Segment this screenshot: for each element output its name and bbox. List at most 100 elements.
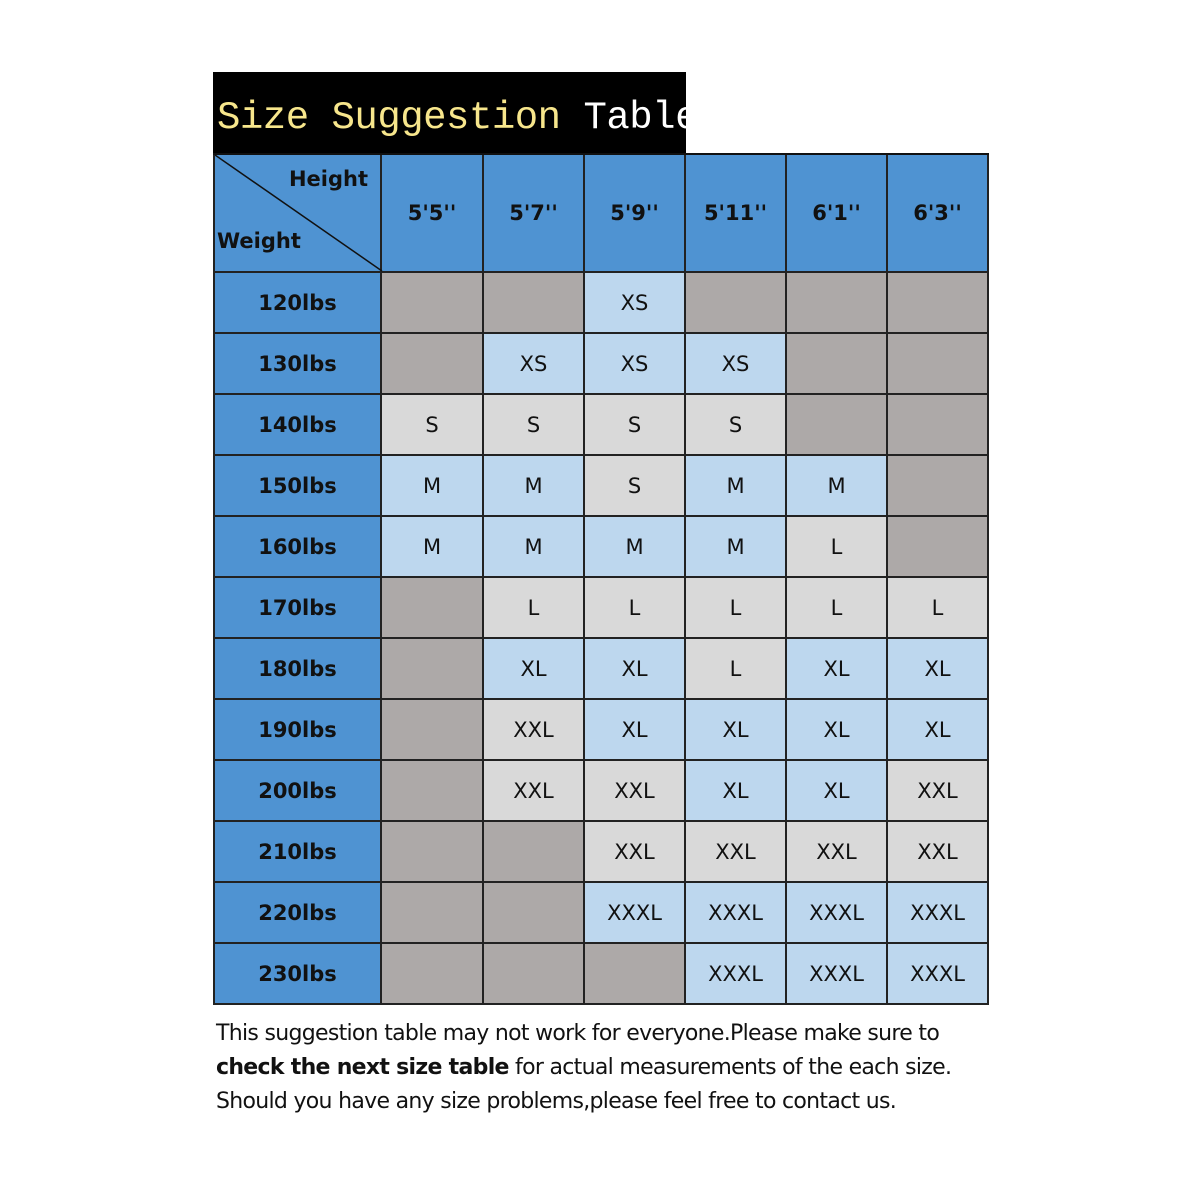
size-cell: XXXL	[686, 883, 787, 944]
height-label: Height	[288, 167, 368, 191]
size-cell-empty	[787, 395, 888, 456]
disclaimer-note: This suggestion table may not work for e…	[216, 1017, 952, 1119]
size-cell-empty	[382, 883, 484, 944]
size-cell: XXL	[888, 761, 989, 822]
size-cell: XL	[888, 639, 989, 700]
size-cell: XXXL	[888, 944, 989, 1005]
size-cell: XXL	[686, 822, 787, 883]
size-cell-empty	[382, 700, 484, 761]
note-line-2: check the next size table for actual mea…	[216, 1051, 952, 1085]
size-table: Height Weight 5'5'' 5'7'' 5'9'' 5'11'' 6'1''…	[213, 153, 989, 1005]
size-cell: M	[585, 517, 686, 578]
size-cell: XXL	[484, 761, 585, 822]
size-cell: XXXL	[585, 883, 686, 944]
size-cell: XS	[686, 334, 787, 395]
note-line-2-rest: for actual measurements of the each size…	[508, 1055, 952, 1080]
size-cell: XXXL	[888, 883, 989, 944]
size-cell: XXL	[888, 822, 989, 883]
size-cell: XXL	[585, 822, 686, 883]
size-cell-empty	[382, 944, 484, 1005]
title-part-yellow: Size Suggestion	[217, 96, 561, 140]
row-header-weight: 150lbs	[213, 456, 382, 517]
row-header-weight: 230lbs	[213, 944, 382, 1005]
size-cell: S	[382, 395, 484, 456]
page-title: Size Suggestion Table	[217, 96, 698, 140]
row-header-weight: 210lbs	[213, 822, 382, 883]
note-line-1: This suggestion table may not work for e…	[216, 1021, 940, 1046]
size-cell: XL	[585, 639, 686, 700]
row-header-weight: 220lbs	[213, 883, 382, 944]
note-line-3: Should you have any size problems,please…	[216, 1089, 897, 1114]
size-cell: XL	[787, 639, 888, 700]
size-cell: XL	[686, 761, 787, 822]
size-cell: M	[686, 456, 787, 517]
row-header-weight: 140lbs	[213, 395, 382, 456]
size-cell-empty	[484, 273, 585, 334]
title-banner: Size Suggestion Table	[213, 72, 698, 154]
size-cell-empty	[382, 822, 484, 883]
size-cell-empty	[888, 395, 989, 456]
weight-label: Weight	[217, 229, 301, 253]
size-cell: M	[484, 517, 585, 578]
row-header-weight: 180lbs	[213, 639, 382, 700]
row-header-weight: 190lbs	[213, 700, 382, 761]
size-cell: L	[585, 578, 686, 639]
size-cell: S	[585, 395, 686, 456]
size-cell-empty	[484, 822, 585, 883]
size-cell: XL	[888, 700, 989, 761]
row-header-weight: 160lbs	[213, 517, 382, 578]
size-cell: S	[686, 395, 787, 456]
diagonal-divider	[215, 155, 383, 272]
column-header-height: 5'5''	[382, 155, 484, 273]
size-cell-empty	[888, 456, 989, 517]
title-part-white: Table	[583, 96, 698, 140]
column-header-height: 6'1''	[787, 155, 888, 273]
size-cell-empty	[382, 334, 484, 395]
size-cell: XXXL	[686, 944, 787, 1005]
size-cell-empty	[888, 334, 989, 395]
size-cell: L	[787, 578, 888, 639]
row-header-weight: 120lbs	[213, 273, 382, 334]
size-cell: S	[484, 395, 585, 456]
column-header-height: 5'7''	[484, 155, 585, 273]
note-bold: check the next size table	[216, 1055, 509, 1080]
size-cell-empty	[585, 944, 686, 1005]
size-cell: M	[787, 456, 888, 517]
size-cell: M	[686, 517, 787, 578]
size-cell-empty	[382, 639, 484, 700]
size-cell: XS	[484, 334, 585, 395]
size-cell-empty	[787, 273, 888, 334]
size-cell: XXL	[484, 700, 585, 761]
size-cell: L	[888, 578, 989, 639]
size-cell-empty	[382, 273, 484, 334]
size-cell: L	[787, 517, 888, 578]
size-cell-empty	[382, 761, 484, 822]
column-header-height: 5'9''	[585, 155, 686, 273]
size-cell: XL	[787, 700, 888, 761]
size-cell: XS	[585, 273, 686, 334]
size-cell-empty	[787, 334, 888, 395]
size-cell: L	[484, 578, 585, 639]
size-cell: XL	[787, 761, 888, 822]
size-cell: XL	[484, 639, 585, 700]
size-cell: XXXL	[787, 944, 888, 1005]
size-cell: M	[382, 456, 484, 517]
size-cell: XXXL	[787, 883, 888, 944]
size-cell-empty	[382, 578, 484, 639]
column-header-height: 6'3''	[888, 155, 989, 273]
size-cell: L	[686, 639, 787, 700]
row-header-weight: 130lbs	[213, 334, 382, 395]
column-header-height: 5'11''	[686, 155, 787, 273]
size-cell-empty	[888, 517, 989, 578]
size-cell: XS	[585, 334, 686, 395]
size-cell-empty	[484, 883, 585, 944]
size-cell: S	[585, 456, 686, 517]
size-cell: XL	[686, 700, 787, 761]
size-cell: XXL	[787, 822, 888, 883]
size-cell: XXL	[585, 761, 686, 822]
size-cell: M	[484, 456, 585, 517]
size-cell: M	[382, 517, 484, 578]
row-header-weight: 170lbs	[213, 578, 382, 639]
size-cell: L	[686, 578, 787, 639]
size-cell-empty	[888, 273, 989, 334]
